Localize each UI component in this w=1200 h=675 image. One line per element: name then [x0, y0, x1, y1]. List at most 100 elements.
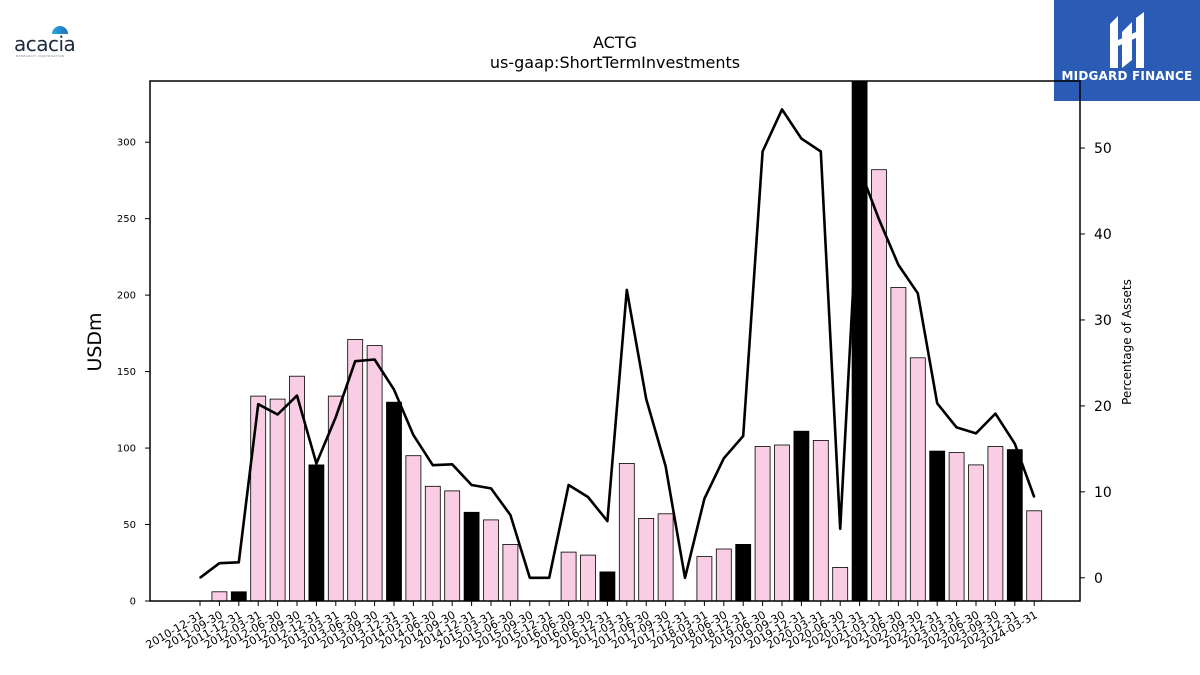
percentage-point-2020-06-30 — [839, 528, 841, 530]
bar-2011-12-31 — [230, 591, 247, 602]
percentage-point-2017-03-31 — [626, 289, 628, 291]
percentage-point-2013-09-30 — [373, 358, 376, 361]
bar-2020-12-31 — [851, 80, 868, 602]
percentage-point-2018-03-31 — [703, 497, 706, 500]
percentage-point-2016-06-30 — [567, 484, 570, 486]
percentage-point-2014-06-30 — [432, 464, 434, 467]
percentage-point-2014-09-30 — [451, 463, 454, 466]
bar-2014-09-30 — [444, 490, 461, 602]
percentage-point-2024-03-31 — [1033, 496, 1035, 498]
percentage-point-2023-09-30 — [994, 412, 997, 415]
y-tick-label: 0 — [130, 597, 136, 608]
percentage-point-2012-03-31 — [257, 403, 260, 406]
bar-2022-09-30 — [909, 357, 926, 602]
midgard-logo-text: MIDGARD FINANCE — [1061, 69, 1193, 83]
acacia-logo-text: acacia — [14, 32, 76, 56]
bar-2023-12-31 — [1006, 449, 1023, 602]
percentage-point-2019-12-31 — [800, 137, 803, 140]
percentage-point-2023-06-30 — [975, 432, 977, 435]
y-tick-label: 250 — [117, 214, 136, 225]
percentage-point-2015-03-31 — [490, 487, 492, 490]
y2-tick-label: 50 — [1094, 141, 1112, 157]
acacia-logo-tagline: RESEARCH CORPORATION — [16, 54, 65, 58]
percentage-point-2013-12-31 — [393, 388, 395, 391]
bar-2011-09-30 — [211, 591, 228, 602]
bar-2023-09-30 — [987, 446, 1004, 602]
percentage-point-2011-09-30 — [218, 562, 221, 564]
y-axis-label: USDm — [84, 312, 106, 371]
percentage-point-2021-03-31 — [878, 218, 880, 221]
y-tick-label: 150 — [117, 367, 136, 378]
bar-2018-06-30 — [715, 548, 732, 602]
percentage-point-2016-12-31 — [606, 520, 609, 522]
y-tick-label: 200 — [117, 291, 136, 302]
bar-2019-06-30 — [754, 446, 771, 602]
bar-2012-12-31 — [308, 464, 325, 602]
midgard-logo: MIDGARD FINANCE — [1054, 0, 1200, 101]
y2-tick-label: 10 — [1094, 485, 1112, 501]
bar-2017-03-31 — [618, 462, 635, 602]
percentage-point-2013-03-31 — [335, 416, 337, 418]
percentage-point-2018-12-31 — [742, 435, 744, 437]
bar-2023-06-30 — [968, 464, 984, 602]
percentage-point-2019-09-30 — [781, 108, 783, 111]
y-tick-label: 300 — [117, 138, 136, 149]
percentage-point-2013-06-30 — [354, 360, 357, 363]
bar-2024-03-31 — [1026, 510, 1043, 602]
acacia-logo: acacia RESEARCH CORPORATION — [12, 24, 82, 60]
percentage-point-2012-06-30 — [276, 413, 279, 416]
bar-2016-06-30 — [560, 551, 577, 602]
percentage-point-2011-12-31 — [238, 561, 240, 564]
bar-2012-06-30 — [269, 398, 286, 602]
midgard-mark-icon — [1110, 12, 1144, 68]
chart-subtitle: us-gaap:ShortTermInvestments — [490, 53, 740, 72]
percentage-point-2017-06-30 — [645, 398, 647, 400]
bar-2019-09-30 — [774, 444, 790, 602]
percentage-point-2017-12-31 — [684, 577, 686, 579]
percentage-point-2015-06-30 — [509, 514, 512, 516]
bar-2017-06-30 — [638, 518, 655, 602]
bar-2015-03-31 — [483, 519, 499, 602]
percentage-point-2019-06-30 — [761, 150, 764, 153]
bar-2013-12-31 — [386, 401, 402, 602]
bar-2021-06-30 — [890, 287, 907, 602]
percentage-point-2016-09-30 — [587, 496, 589, 498]
percentage-point-2023-12-31 — [1014, 442, 1016, 445]
percentage-point-2020-12-31 — [858, 167, 861, 170]
y2-tick-label: 0 — [1094, 571, 1103, 587]
y-tick-label: 100 — [117, 444, 136, 455]
chart-title: ACTG — [593, 33, 637, 52]
bar-2023-03-31 — [948, 452, 965, 602]
bar-2020-03-31 — [812, 439, 829, 602]
bar-2016-12-31 — [599, 571, 616, 602]
percentage-point-2022-09-30 — [917, 292, 919, 295]
y2-tick-label: 40 — [1094, 227, 1112, 243]
bar-2014-03-31 — [405, 455, 422, 602]
bar-2017-09-30 — [657, 513, 674, 602]
y2-tick-label: 20 — [1094, 399, 1112, 415]
percentage-point-2015-12-31 — [548, 577, 550, 579]
bar-2014-06-30 — [424, 485, 441, 602]
percentage-point-2023-03-31 — [955, 426, 958, 429]
bar-2018-03-31 — [696, 556, 713, 602]
percentage-point-2021-06-30 — [897, 264, 900, 266]
bar-2022-12-31 — [929, 450, 946, 602]
bar-2014-12-31 — [463, 511, 480, 602]
plot-frame — [149, 80, 1081, 602]
bar-2018-12-31 — [735, 544, 752, 602]
percentage-point-2020-03-31 — [820, 150, 822, 153]
percentage-point-2017-09-30 — [664, 465, 667, 467]
bar-2015-06-30 — [502, 544, 519, 602]
bar-2013-09-30 — [366, 345, 383, 602]
percentage-point-2010-12-31 — [199, 577, 201, 579]
acacia-arc-icon — [52, 26, 68, 34]
bar-2020-06-30 — [832, 567, 849, 602]
bar-2019-12-31 — [793, 430, 810, 602]
y2-axis-label: Percentage of Assets — [1120, 279, 1134, 405]
percentage-line — [199, 108, 1036, 580]
percentage-point-2014-12-31 — [470, 484, 473, 486]
bar-2012-03-31 — [250, 395, 267, 602]
percentage-point-2018-06-30 — [723, 457, 725, 460]
percentage-point-2012-09-30 — [296, 394, 298, 397]
